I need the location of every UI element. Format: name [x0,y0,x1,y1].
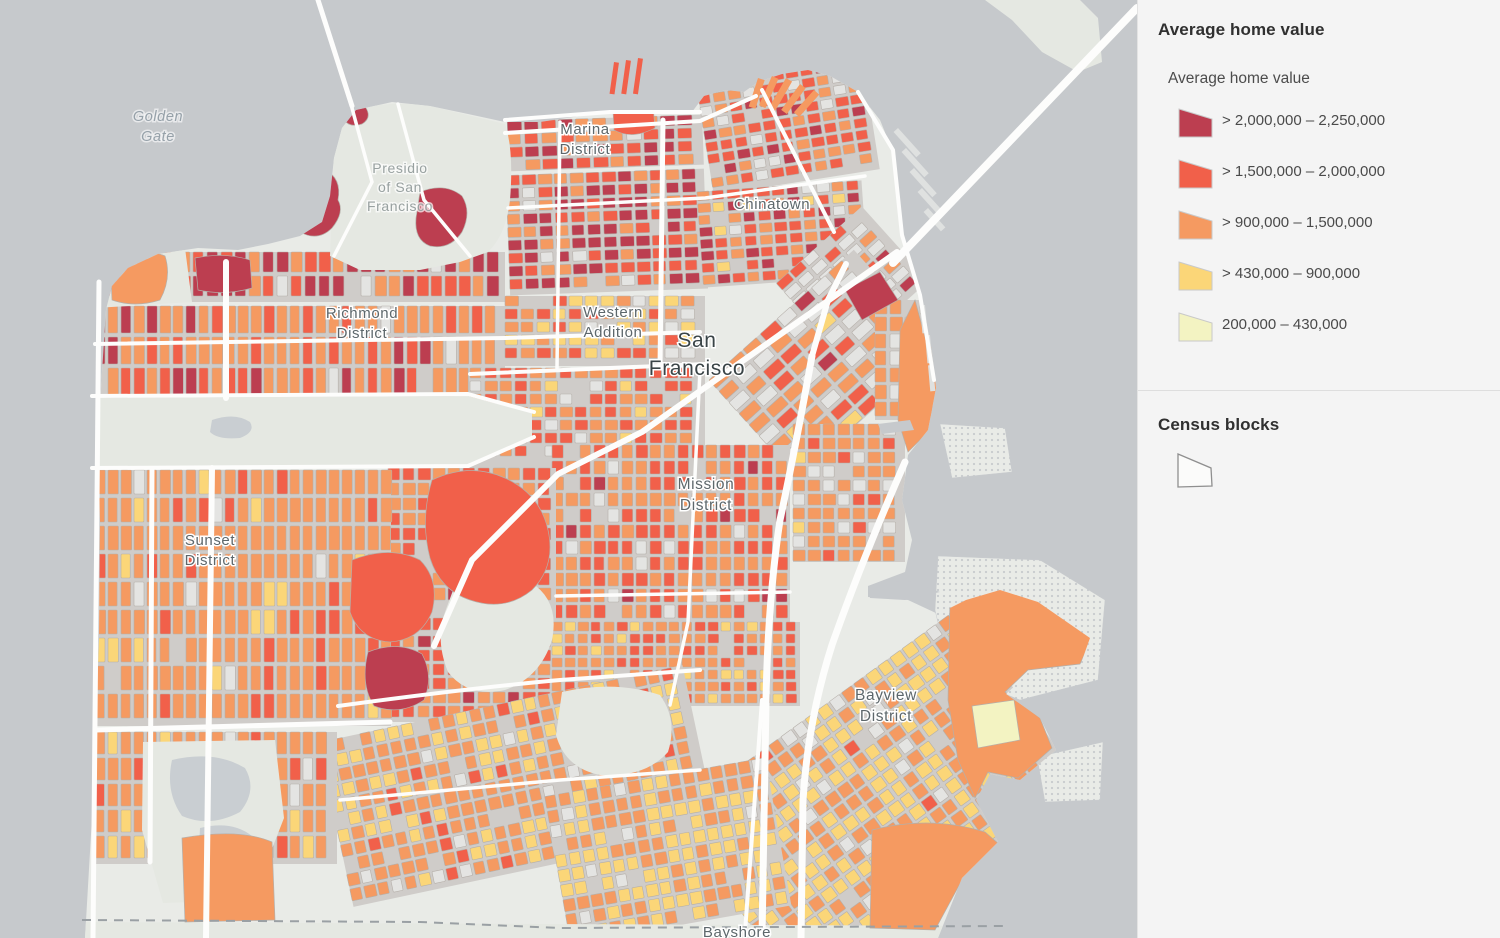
blocks-sunset [94,469,393,726]
park-golden-gate-park [92,396,532,467]
legend-class-row: 200,000 – 430,000 [1178,307,1500,342]
road-us-101 [758,352,816,938]
road-fell-st [468,362,707,376]
road-sloat-blvd [92,719,393,733]
block-area-twin-peaks-red [425,470,551,605]
road-market-st [431,249,900,649]
road-bayshore-blvd [743,698,764,934]
park-ggp-lake [210,416,252,439]
blocks-western-addition [504,295,705,366]
port-area-1 [939,423,1013,479]
census-section-title: Census blocks [1158,415,1280,434]
blocks-richmond [94,305,505,398]
park-mclaren-park [556,686,672,776]
road-van-ness-ave [657,117,666,371]
legend-class-swatch-icon [1178,159,1213,189]
pier-8 [893,128,921,158]
block-area-mt-davidson-crimson [364,646,429,711]
road-alemany-blvd [336,668,702,708]
pier-10 [909,167,937,198]
legend-panel: Average home value Average home value > … [1137,0,1500,938]
pier-0 [748,77,765,109]
road-bay-bridge [889,4,1137,267]
road-geneva-ave [338,768,702,802]
legend-class-row: > 900,000 – 1,500,000 [1178,205,1500,240]
pier-9 [901,147,929,178]
pier-3 [781,84,806,115]
pier-4 [793,90,820,117]
park-twin-peaks-park [440,575,554,692]
panel-divider [1138,390,1500,391]
pier-1 [758,76,779,109]
blocks-pacific-heights [505,168,709,296]
block-area-bayview-pale [971,699,1021,749]
legend-class-row: > 2,000,000 – 2,250,000 [1178,103,1500,138]
road-divisadero-st [555,120,562,370]
treasure-island [985,0,1102,72]
road-sunset-blvd [147,467,155,865]
legend-class-swatch-icon [1178,312,1213,342]
census-blocks-swatch [1176,451,1500,493]
road-columbus-ave [760,88,836,234]
legend-class-label: > 2,000,000 – 2,250,000 [1222,112,1386,129]
road-lombard-st [503,94,758,135]
road-nineteenth-ave [203,465,215,938]
legend-class-row: > 1,500,000 – 2,000,000 [1178,154,1500,189]
label-sunset-district: Sunset District [185,532,236,569]
basemap-svg[interactable]: Golden Gate Presidio of San Francisco Marina D… [0,0,1137,938]
panel-title: Average home value [1158,20,1325,39]
label-san-francisco: San Francisco [649,329,745,380]
road-embarcadero [856,90,936,382]
label-western-addition: Western Addition [583,304,643,341]
legend-class-swatch-icon [1178,108,1213,138]
pier-6 [621,60,631,95]
county-boundary [81,919,1006,930]
label-chinatown: Chinatown [734,196,810,213]
map-canvas[interactable]: Golden Gate Presidio of San Francisco Marina D… [0,0,1137,938]
road-ggp-south-edge [90,435,536,470]
block-area-presidio-block-b [415,187,468,248]
road-marina-blvd [503,110,702,122]
legend-class-label: > 430,000 – 900,000 [1222,265,1361,282]
road-doyle-drive [315,0,355,109]
road-california-st [506,174,867,210]
road-us-101-north [809,261,849,359]
legend-class-row: > 430,000 – 900,000 [1178,256,1500,291]
pier-7 [632,58,643,95]
legend-class-list: > 2,000,000 – 2,250,000 > 1,500,000 – 2,0… [1178,103,1500,342]
legend-class-swatch-icon [1178,261,1213,291]
pier-5 [609,61,619,95]
pier-11 [917,187,943,215]
block-area-midtown-red [349,552,435,643]
label-presidio: Presidio of San Francisco [367,160,433,214]
legend-class-label: > 900,000 – 1,500,000 [1222,214,1373,231]
road-ggp-north-edge [90,392,536,414]
road-great-highway [90,279,102,938]
mission-creek [878,420,914,434]
label-bayview-district: Bayview District [855,687,917,725]
label-bayshore: Bayshore [703,924,771,938]
legend-layer-title: Average home value [1168,70,1310,87]
label-golden-gate: Golden Gate [133,109,183,145]
road-presidio-road-1 [332,106,374,258]
road-cesar-chavez-st [554,590,792,598]
legend-class-label: > 1,500,000 – 2,000,000 [1222,163,1386,180]
legend-class-label: 200,000 – 430,000 [1222,316,1348,333]
islais-creek [868,580,940,600]
label-mission-district: Mission District [678,476,735,514]
legend-class-swatch-icon [1178,210,1213,240]
pier-2 [769,78,793,111]
block-area-portola-orange [181,833,276,923]
port-area-2 [1036,741,1104,803]
park-south-fringe [85,922,1000,938]
block-area-soma-crimson [844,271,899,321]
road-i-280 [797,458,909,938]
road-mission-st [668,368,702,707]
label-richmond-district: Richmond District [326,305,398,342]
label-marina-district: Marina District [560,121,611,158]
road-presidio-road-2 [396,102,472,258]
polygon-outline-icon [1177,453,1213,488]
road-geary-blvd [93,330,702,346]
